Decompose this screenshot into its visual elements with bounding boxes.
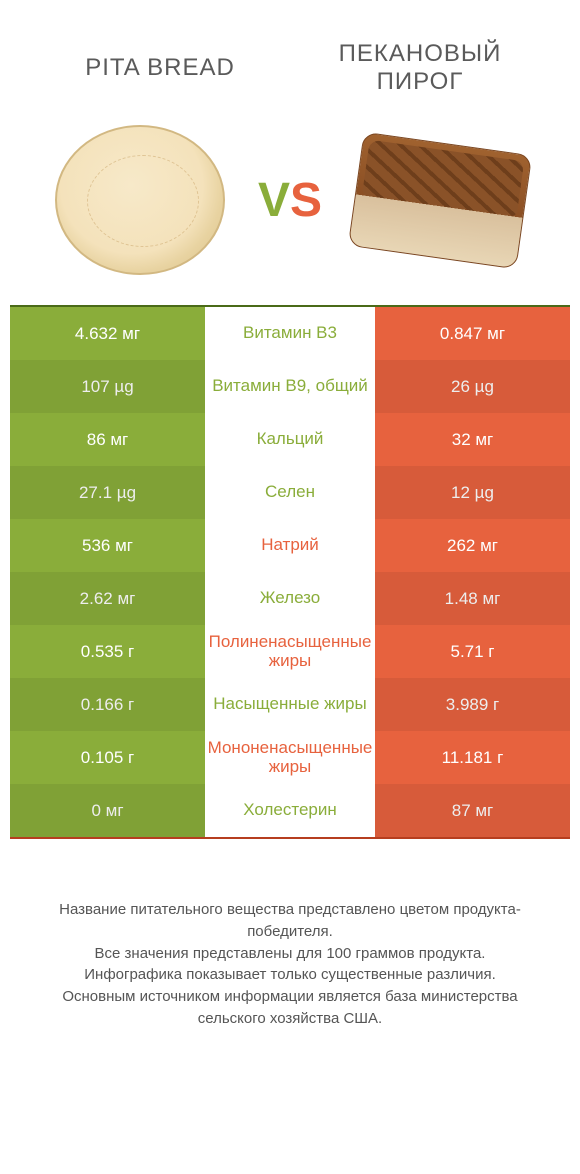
vs-label: VS	[258, 173, 322, 228]
footer-text: Название питательного вещества представл…	[0, 839, 580, 1030]
pecan-pie-image	[340, 125, 540, 275]
value-right: 0.847 мг	[375, 307, 570, 360]
nutrient-label: Холестерин	[205, 784, 375, 837]
value-left: 4.632 мг	[10, 307, 205, 360]
nutrient-label: Полиненасыщенные жиры	[205, 625, 375, 678]
nutrient-label: Витамин B9, общий	[205, 360, 375, 413]
table-row: 27.1 µgСелен12 µg	[10, 466, 570, 519]
table-row: 107 µgВитамин B9, общий26 µg	[10, 360, 570, 413]
value-left: 0.535 г	[10, 625, 205, 678]
value-right: 26 µg	[375, 360, 570, 413]
value-left: 0 мг	[10, 784, 205, 837]
hero: VS	[0, 105, 580, 305]
table-row: 0.105 гМононенасыщенные жиры11.181 г	[10, 731, 570, 784]
nutrient-label: Селен	[205, 466, 375, 519]
table-row: 0 мгХолестерин87 мг	[10, 784, 570, 837]
table-row: 536 мгНатрий262 мг	[10, 519, 570, 572]
nutrient-label: Мононенасыщенные жиры	[205, 731, 375, 784]
value-left: 107 µg	[10, 360, 205, 413]
nutrient-label: Железо	[205, 572, 375, 625]
value-right: 11.181 г	[375, 731, 570, 784]
table-row: 86 мгКальций32 мг	[10, 413, 570, 466]
title-right: ПЕКАНОВЫЙ ПИРОГ	[300, 40, 540, 95]
value-left: 536 мг	[10, 519, 205, 572]
nutrient-table: 4.632 мгВитамин B30.847 мг107 µgВитамин …	[10, 305, 570, 839]
nutrient-label: Насыщенные жиры	[205, 678, 375, 731]
nutrient-label: Витамин B3	[205, 307, 375, 360]
value-left: 2.62 мг	[10, 572, 205, 625]
value-right: 12 µg	[375, 466, 570, 519]
value-right: 32 мг	[375, 413, 570, 466]
nutrient-label: Натрий	[205, 519, 375, 572]
vs-s: S	[290, 174, 322, 227]
title-left: PITA BREAD	[40, 54, 280, 82]
vs-v: V	[258, 174, 290, 227]
value-right: 1.48 мг	[375, 572, 570, 625]
value-right: 5.71 г	[375, 625, 570, 678]
value-right: 262 мг	[375, 519, 570, 572]
table-row: 0.166 гНасыщенные жиры3.989 г	[10, 678, 570, 731]
value-left: 27.1 µg	[10, 466, 205, 519]
header: PITA BREAD ПЕКАНОВЫЙ ПИРОГ	[0, 0, 580, 105]
value-left: 86 мг	[10, 413, 205, 466]
table-row: 0.535 гПолиненасыщенные жиры5.71 г	[10, 625, 570, 678]
nutrient-label: Кальций	[205, 413, 375, 466]
table-row: 4.632 мгВитамин B30.847 мг	[10, 307, 570, 360]
value-left: 0.105 г	[10, 731, 205, 784]
pita-image	[40, 125, 240, 275]
table-row: 2.62 мгЖелезо1.48 мг	[10, 572, 570, 625]
value-right: 3.989 г	[375, 678, 570, 731]
value-right: 87 мг	[375, 784, 570, 837]
value-left: 0.166 г	[10, 678, 205, 731]
